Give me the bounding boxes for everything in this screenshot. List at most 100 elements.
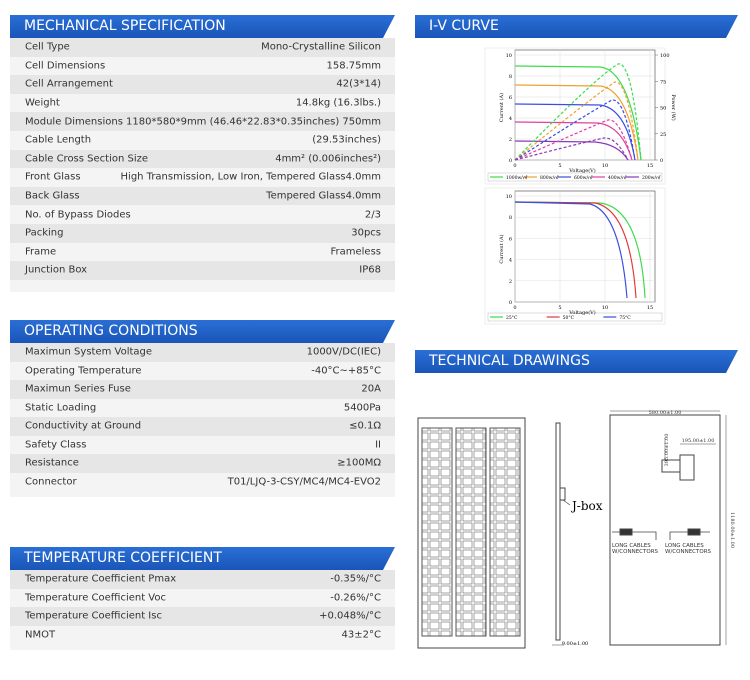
- legend-label: 400w/㎡: [608, 174, 627, 181]
- spec-label: Cell Arrangement: [25, 78, 113, 90]
- spec-value: -40°C~+85°C: [311, 365, 381, 377]
- spec-value: 1180*580*9mm (46.46*22.83*0.35inches) 75…: [126, 116, 381, 128]
- spec-row: Cell Arrangement 42(3*14): [10, 75, 395, 94]
- legend-label: 25°C: [506, 315, 518, 321]
- spec-row: Maximun Series Fuse 20A: [10, 380, 395, 399]
- y2-tick-label: 25: [660, 132, 666, 138]
- y-tick-label: 4: [509, 258, 512, 264]
- y-tick-label: 0: [509, 300, 512, 306]
- spec-table: Maximun System Voltage 1000V/DC(IEC) Opera…: [10, 343, 395, 497]
- spec-value: 14.8kg (16.3lbs.): [295, 97, 381, 109]
- section-header: TECHNICAL DRAWINGS: [415, 350, 738, 373]
- spec-row: Safety Class II: [10, 436, 395, 455]
- spec-label: Cable Length: [25, 134, 92, 146]
- jbox-label: J-box: [570, 499, 603, 513]
- spec-row: Cable Cross Section Size 4mm² (0.006inche…: [10, 149, 395, 169]
- spec-label: NMOT: [25, 629, 56, 641]
- spec-value: 4mm² (0.006inches²): [275, 153, 381, 165]
- spec-value: Tempered Glass4.0mm: [266, 190, 381, 202]
- plot-area: [514, 190, 656, 303]
- spec-label: Module Dimensions: [25, 116, 123, 128]
- spec-value: 5400Pa: [343, 402, 381, 414]
- spec-row: NMOT 43±2°C: [10, 626, 395, 645]
- legend-box: [487, 172, 663, 182]
- spec-label: Packing: [25, 227, 64, 239]
- spec-table: Cell Type Mono-Crystalline Silicon Cell Di…: [10, 38, 395, 292]
- spec-label: Temperature Coefficient Voc: [25, 592, 166, 604]
- temperature-curves: [514, 201, 646, 299]
- spec-row: No. of Bypass Diodes 2/3: [10, 205, 395, 224]
- spec-row: Cell Type Mono-Crystalline Silicon: [10, 38, 395, 57]
- spec-label: Safety Class: [25, 439, 87, 451]
- spec-label: Maximun Series Fuse: [25, 383, 131, 395]
- legend-label: 200w/㎡: [642, 174, 661, 181]
- legend-label: 600w/㎡: [574, 174, 593, 181]
- spec-label: Connector: [25, 476, 77, 488]
- spec-value: 1000V/DC(IEC): [306, 346, 381, 358]
- panel-front: [417, 417, 526, 649]
- spec-row: Static Loading 5400Pa: [10, 399, 395, 418]
- spec-row: Temperature Coefficient Isc +0.048%/°C: [10, 607, 395, 626]
- x-tick-label: 10: [602, 305, 608, 311]
- spec-row: Frame Frameless: [10, 243, 395, 262]
- y2-tick-label: 75: [660, 79, 666, 85]
- spec-label: Maximun System Voltage: [25, 346, 153, 358]
- x-tick-label: 15: [647, 305, 653, 311]
- spec-value: (29.53inches): [312, 134, 381, 146]
- section-header: I-V CURVE: [415, 15, 738, 38]
- spec-label: No. of Bypass Diodes: [25, 209, 131, 221]
- drawing-labels: 580.00±1.00 195.00±1.00 395.00±1.00 1180…: [649, 410, 735, 548]
- spec-row: Junction Box IP68: [10, 261, 395, 280]
- spec-value: Frameless: [330, 246, 381, 258]
- cable-label: LONG CABLES W/CONNECTORS: [665, 543, 711, 555]
- spec-label: Weight: [25, 97, 60, 109]
- y2-tick-label: 100: [660, 53, 670, 59]
- section-header: TEMPERATURE COEFFICIENT: [10, 547, 395, 570]
- spec-value: 158.75mm: [326, 60, 381, 72]
- section-header: OPERATING CONDITIONS: [10, 320, 395, 343]
- spec-row: Maximun System Voltage 1000V/DC(IEC): [10, 343, 395, 362]
- dimension: 395.00±1.00: [664, 434, 670, 467]
- spec-value: 20A: [361, 383, 381, 395]
- spec-value: +0.048%/°C: [319, 610, 381, 622]
- spec-value: Mono-Crystalline Silicon: [261, 41, 381, 53]
- x-axis-label: Voltage(V): [568, 309, 595, 316]
- spec-value: II: [375, 439, 381, 451]
- spec-value: 43±2°C: [341, 629, 381, 641]
- y2-tick-label: 50: [660, 106, 666, 112]
- dimension: 580.00±1.00: [649, 410, 682, 416]
- y-tick-label: 0: [509, 158, 512, 164]
- spec-table: Temperature Coefficient Pmax -0.35%/°C Tem…: [10, 570, 395, 650]
- spec-row: Connector T01/LJQ-3-CSY/MC4/MC4-EVO2: [10, 473, 395, 492]
- x-axis-label: Voltage(V): [568, 167, 595, 174]
- spec-row: Conductivity at Ground ≤0.1Ω: [10, 417, 395, 436]
- x-tick-label: 5: [558, 305, 561, 311]
- spec-value: ≤0.1Ω: [349, 420, 381, 432]
- spec-value: 2/3: [364, 209, 381, 221]
- y-axis-label: Current (A): [498, 234, 505, 263]
- spec-value: 42(3*14): [336, 78, 381, 90]
- panel-back: [609, 410, 727, 646]
- iv-curves: [514, 63, 642, 161]
- spec-label: Front Glass: [25, 171, 81, 183]
- spec-label: Back Glass: [25, 190, 80, 202]
- spec-row: Temperature Coefficient Voc -0.26%/°C: [10, 589, 395, 608]
- panel-side: J-box 9.00±1.00: [552, 422, 603, 647]
- y-tick-label: 2: [509, 279, 512, 285]
- section-header: MECHANICAL SPECIFICATION: [10, 15, 395, 38]
- spec-label: Conductivity at Ground: [25, 420, 142, 432]
- spec-row: Cable Length (29.53inches): [10, 131, 395, 150]
- y-tick-label: 6: [509, 236, 512, 242]
- y-tick-label: 4: [509, 116, 512, 122]
- spec-row: Packing 30pcs: [10, 224, 395, 243]
- spec-value: High Transmission, Low Iron, Tempered Gl…: [120, 171, 381, 183]
- y-tick-label: 8: [509, 215, 512, 221]
- x-tick-label: 0: [513, 163, 516, 169]
- dimension: 195.00±1.00: [682, 438, 715, 444]
- spec-label: Temperature Coefficient Pmax: [25, 573, 177, 585]
- x-tick-label: 0: [513, 305, 516, 311]
- spec-label: Junction Box: [25, 264, 88, 276]
- y-tick-label: 10: [506, 53, 512, 59]
- legend-label: 50°C: [563, 315, 575, 321]
